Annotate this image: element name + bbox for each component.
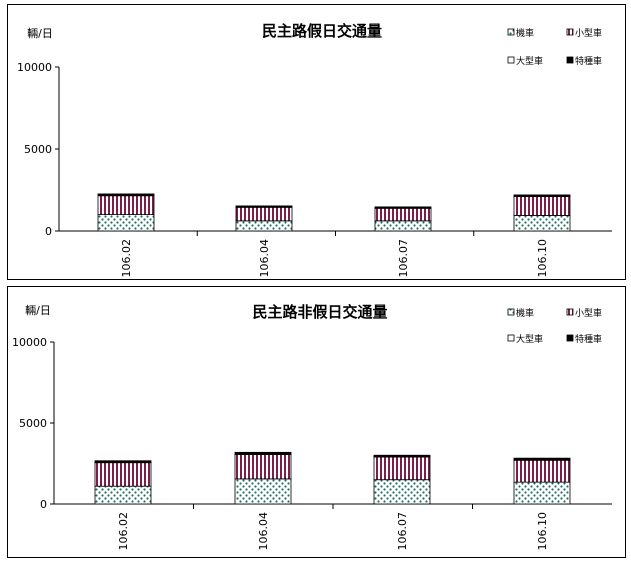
y-tick-label: 5000 (24, 143, 52, 156)
legend-swatch (507, 56, 515, 64)
x-tick-label: 106.10 (536, 239, 549, 278)
bar-segment-機車 (513, 481, 571, 505)
x-tick-label: 106.04 (258, 239, 271, 278)
bar-segment-特種車 (373, 454, 431, 457)
chart-panel-holiday: 民主路假日交通量 輛/日 0 5000 10000 106.02 106.04 106.0… (7, 4, 626, 280)
chart-svg-weekday: 民主路非假日交通量 輛/日 0 5000 10000 106.02 106.04 106.… (12, 303, 612, 551)
bar-segment-機車 (235, 220, 293, 232)
bar-segment-機車 (97, 214, 155, 232)
bar-segment-機車 (374, 220, 432, 232)
bar-segment-小型車 (373, 456, 431, 481)
legend-label: 機車 (516, 307, 534, 319)
legend-swatch (566, 308, 574, 316)
y-tick-label: 10000 (17, 61, 52, 74)
x-tick-label: 106.04 (257, 512, 270, 551)
bar-segment-特種車 (374, 206, 432, 209)
bar-segment-機車 (234, 478, 292, 505)
legend-swatch (507, 308, 515, 316)
y-tick-label: 10000 (12, 336, 47, 349)
bar-segment-小型車 (97, 195, 155, 216)
chart-panel-weekday: 民主路非假日交通量 輛/日 0 5000 10000 106.02 106.04 106.… (7, 286, 626, 558)
chart-title: 民主路非假日交通量 (252, 303, 387, 321)
x-tick-label: 106.07 (397, 239, 410, 278)
bar-segment-小型車 (513, 196, 571, 216)
bar-segment-特種車 (234, 451, 292, 455)
bar-segment-特種車 (235, 205, 293, 208)
legend-label: 大型車 (516, 55, 543, 67)
legend-label: 小型車 (575, 307, 602, 319)
bar-segment-小型車 (513, 459, 571, 483)
bar-segment-機車 (373, 479, 431, 505)
legend-swatch (566, 334, 574, 342)
x-tick-label: 106.10 (536, 512, 549, 551)
legend-label: 大型車 (516, 333, 543, 345)
y-tick-label: 0 (40, 498, 47, 511)
x-tick-label: 106.02 (117, 512, 130, 551)
bar-segment-特種車 (513, 194, 571, 197)
x-tick-label: 106.02 (120, 239, 133, 278)
y-axis-label: 輛/日 (25, 303, 51, 317)
x-tick-label: 106.07 (396, 512, 409, 551)
legend-label: 特種車 (575, 55, 602, 67)
bar-segment-小型車 (94, 462, 152, 487)
legend-swatch (507, 334, 515, 342)
bar-segment-特種車 (513, 457, 571, 461)
legend-label: 機車 (516, 27, 534, 39)
y-axis-label: 輛/日 (27, 26, 53, 40)
bar-segment-特種車 (97, 193, 155, 196)
y-tick-label: 0 (45, 225, 52, 238)
chart-svg-holiday: 民主路假日交通量 輛/日 0 5000 10000 106.02 106.04 106.0… (17, 22, 612, 278)
bar-segment-小型車 (235, 206, 293, 222)
bar-segment-機車 (513, 215, 571, 232)
bar-segment-小型車 (234, 454, 292, 480)
legend-swatch (566, 56, 574, 64)
bar-segment-機車 (94, 485, 152, 505)
legend-swatch (566, 28, 574, 36)
legend-label: 小型車 (575, 27, 602, 39)
bar-segment-小型車 (374, 207, 432, 222)
legend-label: 特種車 (575, 333, 602, 345)
legend-swatch (507, 28, 515, 36)
y-tick-label: 5000 (19, 417, 47, 430)
chart-title: 民主路假日交通量 (262, 22, 382, 40)
bar-segment-特種車 (94, 460, 152, 463)
